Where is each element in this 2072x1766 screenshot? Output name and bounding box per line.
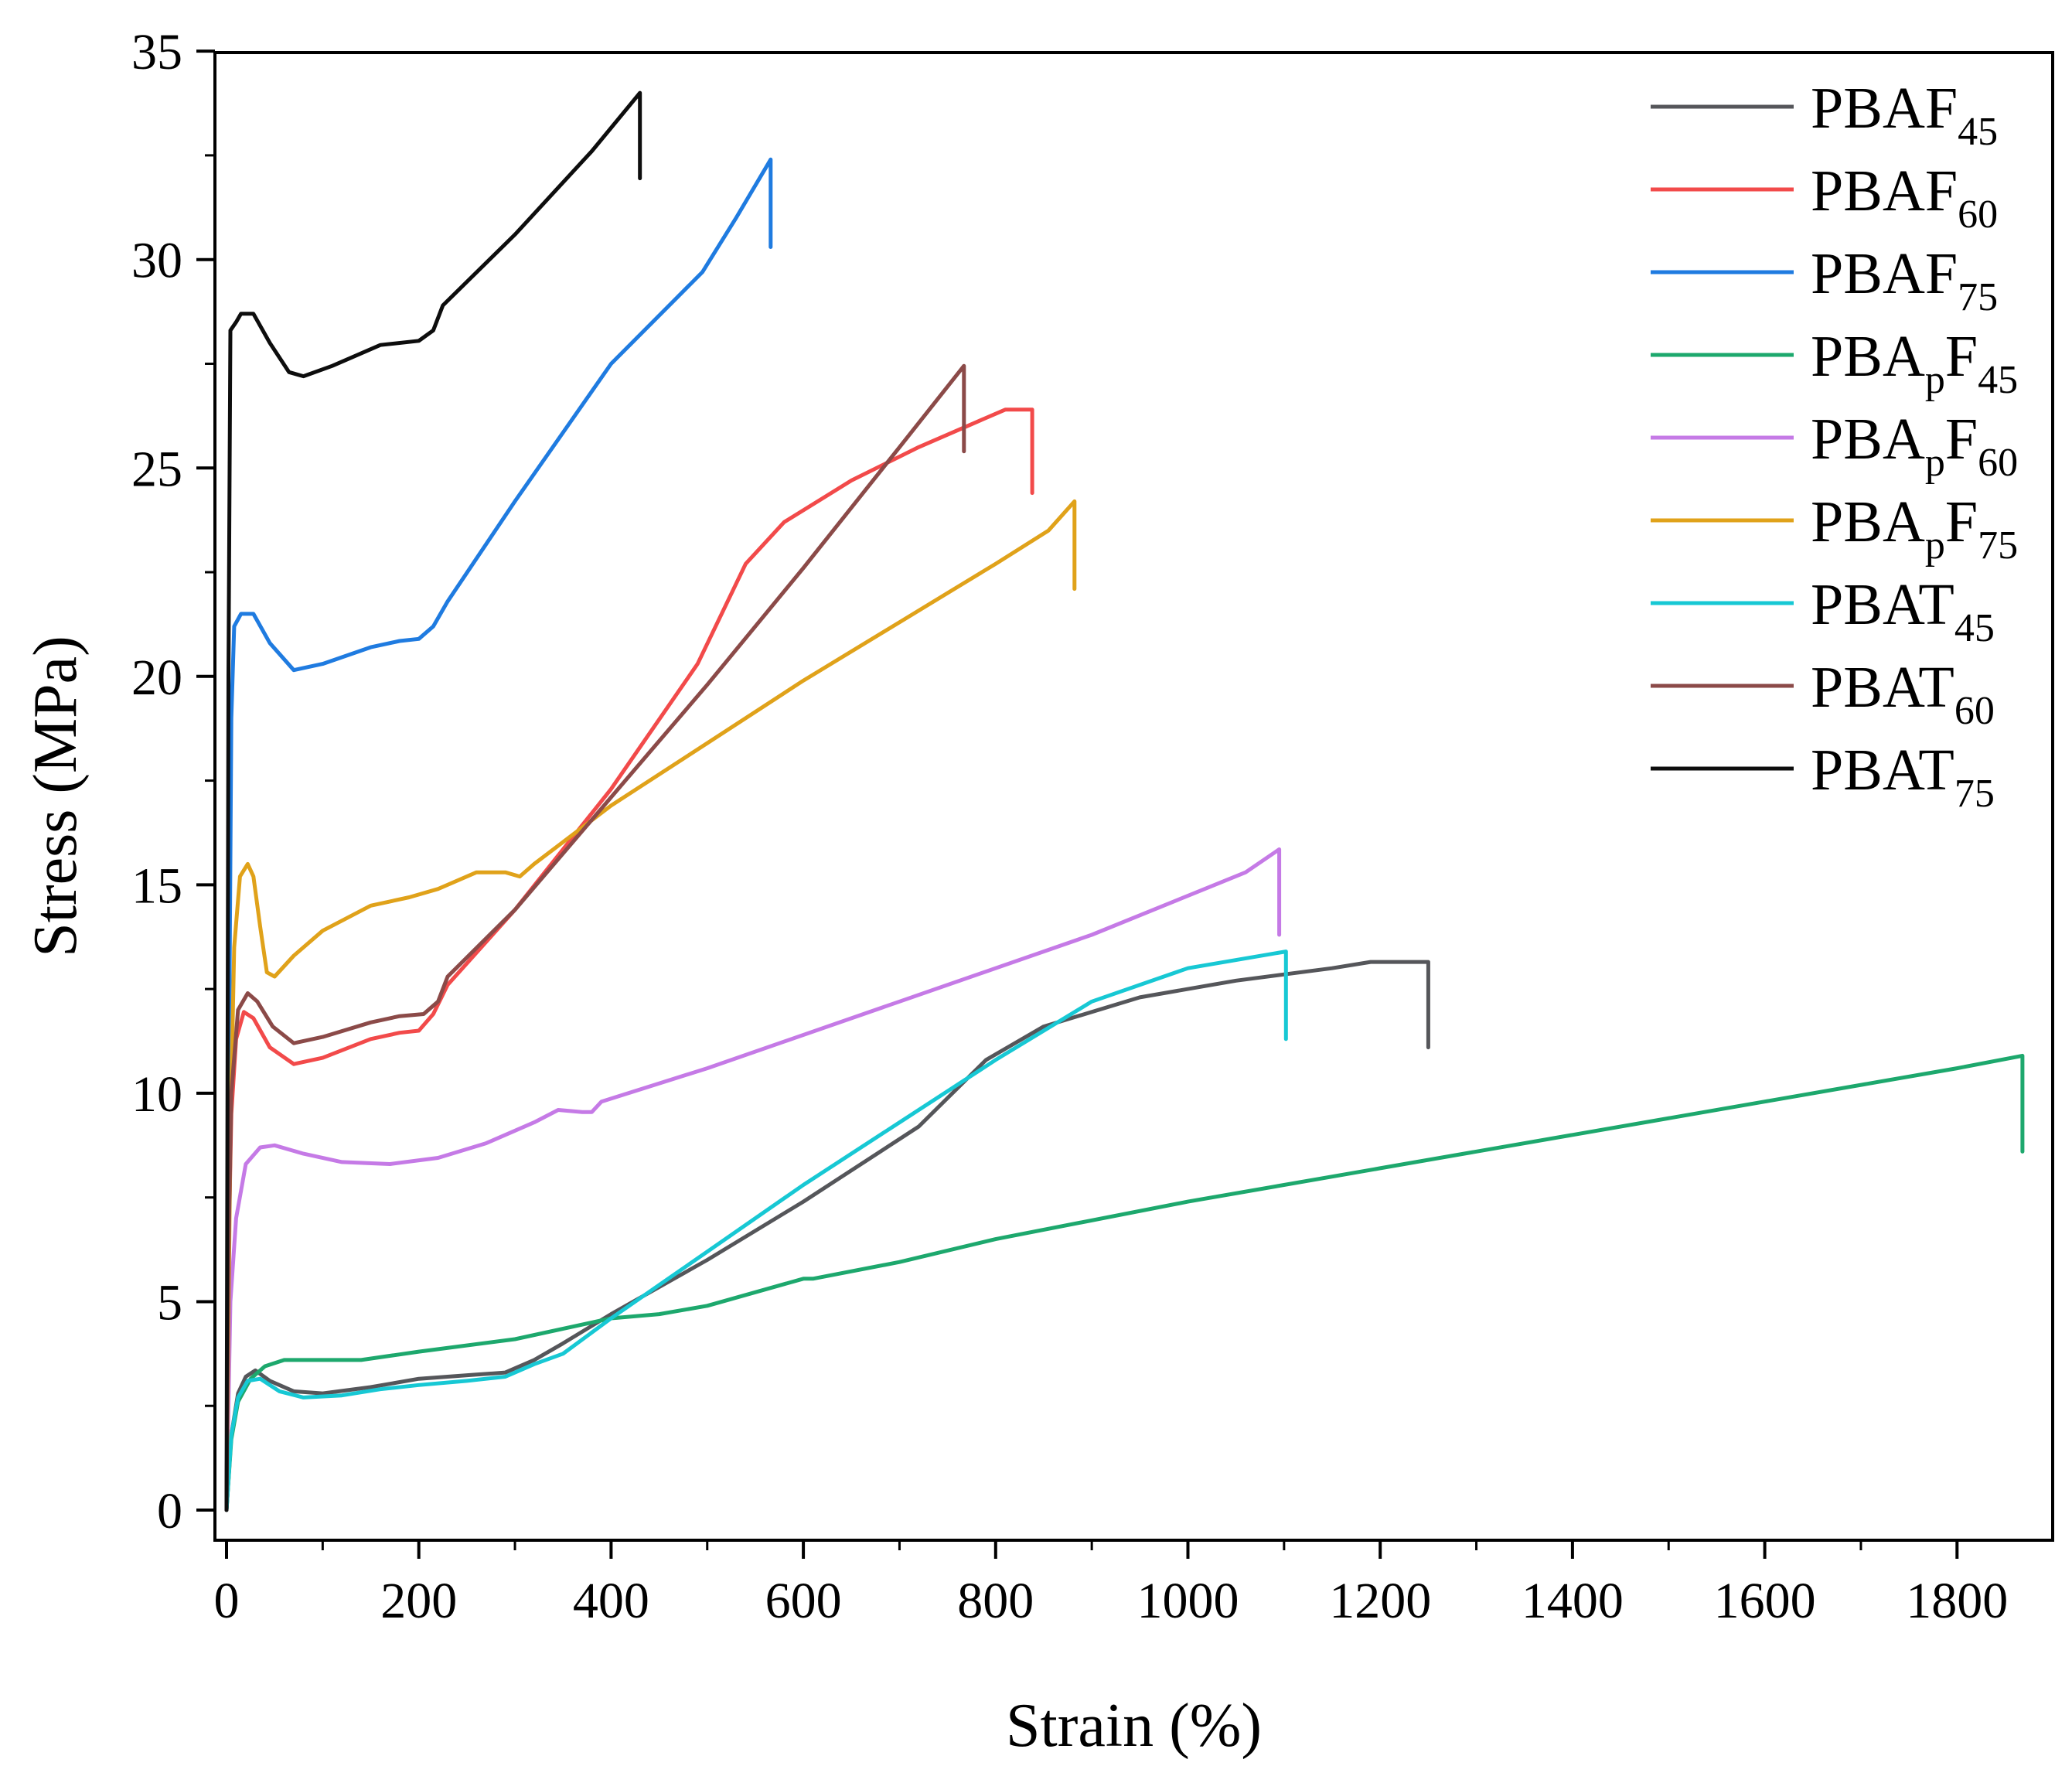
legend-label: PBApF75	[1811, 489, 2018, 568]
y-tick-label: 25	[131, 441, 182, 497]
legend-label: PBAF60	[1811, 159, 1998, 237]
y-tick-label: 10	[131, 1066, 182, 1123]
legend-label-name: PBAF	[1811, 159, 1958, 223]
legend-label-subscript: 45	[1954, 606, 1995, 650]
plot-frame	[213, 51, 2054, 1542]
legend-label-letter: F	[1945, 489, 1978, 554]
legend-label-name: PBA	[1811, 324, 1925, 389]
y-tick-label: 35	[131, 24, 182, 80]
legend-label-subscript: p	[1925, 523, 1945, 568]
legend-label-subscript: 45	[1978, 358, 2018, 402]
legend-label-letter: F	[1945, 407, 1978, 472]
legend-label: PBApF45	[1811, 324, 2018, 402]
y-tick-label: 0	[157, 1483, 182, 1539]
y-tick-label: 30	[131, 233, 182, 289]
legend-label-subscript: 45	[1958, 110, 1998, 154]
legend-label: PBAT75	[1811, 738, 1995, 816]
y-axis-title: Stress (MPa)	[22, 636, 90, 957]
legend-label-subscript: 60	[1958, 193, 1998, 237]
legend-label-name: PBAF	[1811, 241, 1958, 306]
legend-label: PBAT45	[1811, 572, 1995, 650]
series-line-pbap45	[224, 1053, 2025, 1512]
legend-label-subscript: 60	[1978, 441, 2018, 485]
legend-label-subscript: 60	[1954, 689, 1995, 733]
series-line-pbap60	[224, 847, 1282, 1512]
series-line-pbaf45	[224, 960, 1430, 1512]
plot-border	[213, 51, 2054, 1542]
x-tick-label: 600	[765, 1573, 842, 1629]
series-line-pbat75	[224, 90, 642, 1512]
x-axis-title: Strain (%)	[1006, 1692, 1262, 1760]
x-axis-ticks: 0 200 400 600 800 1000 1200 1400 1600 1800	[214, 1540, 2008, 1629]
series-line-pbat60	[224, 363, 966, 1512]
x-tick-label: 0	[214, 1573, 240, 1629]
series-line-pbap75	[224, 499, 1077, 1512]
legend-label-name: PBA	[1811, 489, 1925, 554]
legend-label-name: PBAT	[1811, 572, 1954, 637]
legend-label-subscript: 75	[1954, 772, 1995, 816]
x-tick-label: 400	[573, 1573, 649, 1629]
legend-label-name: PBA	[1811, 407, 1925, 472]
legend-label-subscript: 75	[1958, 275, 1998, 319]
x-tick-label: 200	[380, 1573, 457, 1629]
legend-label-subscript: p	[1925, 441, 1945, 485]
legend-label-subscript: 75	[1978, 523, 2018, 568]
legend-label-name: PBAF	[1811, 76, 1958, 141]
series-line-pbaf60	[224, 407, 1034, 1512]
x-tick-label: 1200	[1329, 1573, 1431, 1629]
legend-label: PBAF75	[1811, 241, 1998, 319]
y-axis-ticks: 0 5 10 15 20 25 30 35	[131, 24, 215, 1539]
x-tick-label: 1600	[1714, 1573, 1816, 1629]
y-tick-label: 5	[157, 1274, 182, 1331]
series-lines	[224, 90, 2025, 1512]
series-line-pbat45	[224, 949, 1288, 1512]
legend-label-name: PBAT	[1811, 738, 1954, 803]
y-tick-label: 20	[131, 649, 182, 706]
y-tick-label: 15	[131, 857, 182, 914]
x-tick-label: 1800	[1906, 1573, 2008, 1629]
legend-label: PBAT60	[1811, 655, 1995, 733]
legend-label-name: PBAT	[1811, 655, 1954, 720]
x-tick-label: 1000	[1137, 1573, 1239, 1629]
series-line-pbaf75	[224, 157, 773, 1512]
legend-label: PBApF60	[1811, 407, 2018, 485]
legend-label-subscript: p	[1925, 358, 1945, 402]
x-tick-label: 1400	[1522, 1573, 1624, 1629]
legend-label: PBAF45	[1811, 76, 1998, 154]
legend-label-letter: F	[1945, 324, 1978, 389]
legend: PBAF45PBAF60PBAF75PBApF45PBApF60PBApF75P…	[1651, 76, 2018, 816]
x-tick-label: 800	[957, 1573, 1034, 1629]
